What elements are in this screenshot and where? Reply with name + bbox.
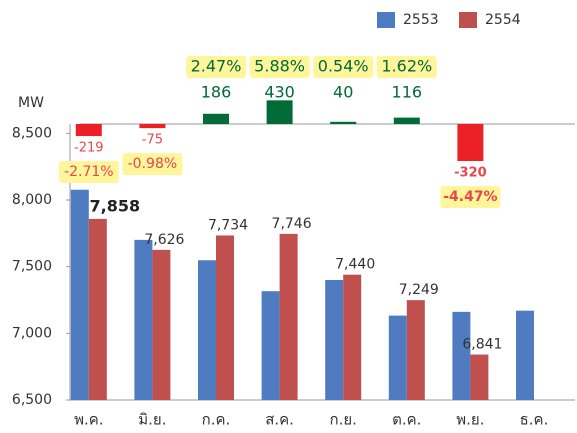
bar	[325, 280, 344, 400]
x-tick-label: ก.ค.	[202, 411, 231, 429]
difference-label: -320	[454, 166, 487, 181]
difference-label: -75	[142, 133, 163, 148]
percent-label: 5.88%	[254, 57, 305, 76]
percent-highlight	[249, 56, 310, 78]
data-label: 6,841	[462, 337, 502, 353]
bar	[388, 315, 407, 400]
difference-bar	[139, 124, 166, 129]
x-tick-label: ก.ย.	[329, 411, 356, 429]
legend-swatch	[459, 12, 477, 28]
x-tick-label: พ.ค.	[74, 411, 103, 429]
y-tick-label: 7,500	[12, 259, 52, 275]
bar	[516, 310, 534, 400]
y-axis-label: MW	[18, 95, 44, 111]
x-tick-label: ต.ค.	[392, 411, 421, 429]
y-tick-label: 8,500	[12, 125, 52, 141]
difference-bar	[457, 124, 484, 161]
percent-highlight	[440, 186, 501, 208]
bar	[343, 274, 362, 400]
bar	[216, 235, 234, 400]
x-tick-label: พ.ย.	[456, 411, 484, 429]
difference-label: 430	[264, 83, 295, 102]
difference-bar	[75, 124, 102, 137]
x-tick-label: มิ.ย.	[138, 411, 166, 429]
y-tick-label: 7,000	[12, 325, 52, 341]
difference-bar	[393, 117, 420, 124]
percent-label: 0.54%	[318, 57, 369, 76]
difference-bar	[266, 100, 293, 124]
data-label: 7,858	[89, 196, 140, 215]
legend-label: 2554	[485, 12, 521, 28]
percent-label: -4.47%	[443, 189, 497, 205]
percent-label: 1.62%	[381, 57, 432, 76]
percent-highlight	[313, 56, 374, 78]
data-label: 7,249	[399, 282, 439, 298]
legend-label: 2553	[403, 12, 439, 28]
data-label: 7,440	[335, 257, 375, 273]
percent-highlight	[186, 56, 246, 78]
percent-label: 2.47%	[191, 57, 242, 76]
difference-label: -219	[74, 141, 104, 156]
bar	[134, 239, 153, 400]
x-tick-label: ส.ค.	[265, 411, 294, 429]
difference-label: 40	[333, 83, 353, 102]
bar	[452, 311, 471, 400]
y-tick-label: 8,000	[12, 192, 52, 208]
percent-highlight	[122, 153, 183, 176]
bar	[70, 189, 89, 400]
data-label: 7,746	[272, 216, 312, 232]
difference-bar	[203, 113, 229, 124]
bar	[406, 300, 425, 400]
percent-highlight	[58, 161, 119, 184]
data-label: 7,734	[208, 217, 248, 233]
percent-label: -2.71%	[64, 164, 114, 180]
bar	[152, 249, 171, 400]
percent-label: -0.98%	[128, 156, 178, 172]
difference-bar	[330, 121, 357, 124]
difference-label: 186	[201, 83, 232, 102]
bar	[88, 218, 107, 400]
bar	[470, 354, 489, 400]
bar	[261, 291, 280, 400]
percent-highlight	[376, 56, 437, 78]
difference-label: 116	[392, 83, 423, 102]
legend-swatch	[377, 12, 395, 28]
x-tick-label: ธ.ค.	[520, 411, 549, 429]
bar	[198, 260, 216, 400]
y-tick-label: 6,500	[12, 392, 52, 408]
bar	[279, 233, 298, 400]
data-label: 7,626	[144, 232, 184, 248]
